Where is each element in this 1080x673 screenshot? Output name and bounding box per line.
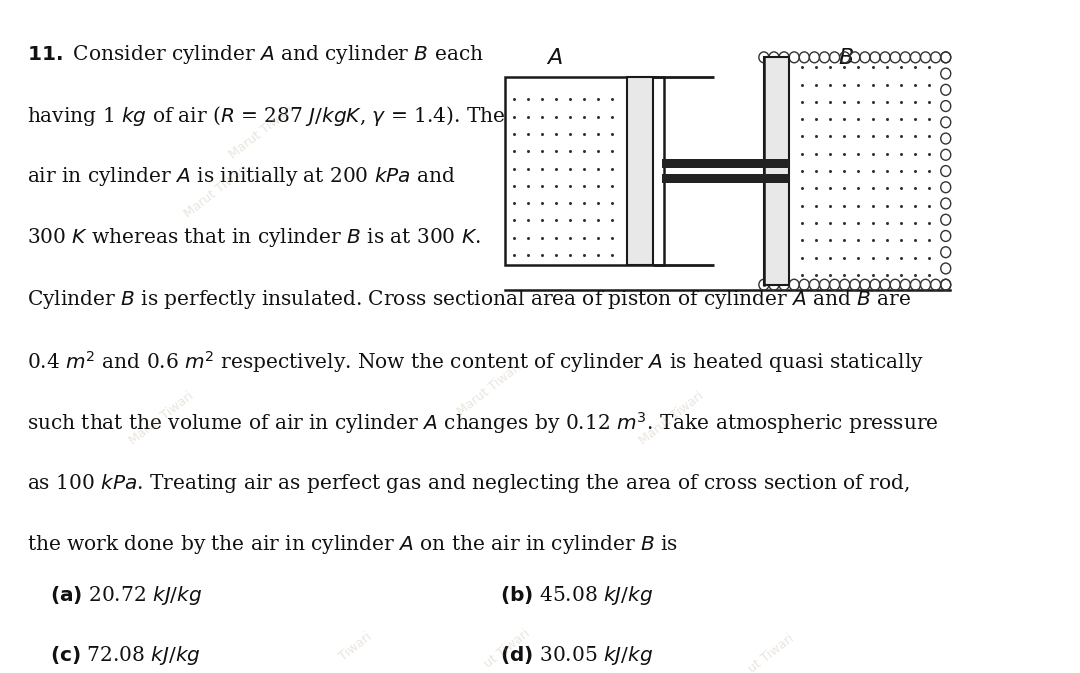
Bar	[662, 174, 789, 182]
Bar	[664, 174, 764, 182]
Text: Marut Tiwari: Marut Tiwari	[636, 390, 706, 448]
Text: 300 $\it{K}$ whereas that in cylinder $\it{B}$ is at 300 $\it{K}$.: 300 $\it{K}$ whereas that in cylinder $\…	[27, 226, 481, 250]
Text: Marut Tiwari: Marut Tiwari	[228, 103, 297, 161]
Text: ut Tiwari: ut Tiwari	[745, 631, 796, 673]
Bar	[504, 77, 664, 265]
Text: $\mathbf{(d)}$ 30.05 $\it{kJ/kg}$: $\mathbf{(d)}$ 30.05 $\it{kJ/kg}$	[500, 643, 653, 666]
Text: $\it{B}$: $\it{B}$	[838, 48, 853, 69]
Bar	[764, 57, 789, 285]
Text: Tiwari: Tiwari	[337, 630, 374, 664]
Bar	[662, 160, 789, 168]
Bar	[764, 57, 946, 285]
Text: ut Tiwari: ut Tiwari	[482, 627, 532, 670]
Text: the work done by the air in cylinder $\it{A}$ on the air in cylinder $\it{B}$ is: the work done by the air in cylinder $\i…	[27, 533, 678, 556]
Bar	[627, 77, 653, 265]
Text: as 100 $\it{kPa}$. Treating air as perfect gas and neglecting the area of cross : as 100 $\it{kPa}$. Treating air as perfe…	[27, 472, 909, 495]
Text: Marut Tiwari: Marut Tiwari	[181, 162, 252, 221]
Text: Marut Tiwari: Marut Tiwari	[455, 360, 524, 418]
Text: $\mathbf{(a)}$ 20.72 $\it{kJ/kg}$: $\mathbf{(a)}$ 20.72 $\it{kJ/kg}$	[50, 584, 202, 607]
Text: $\it{A}$: $\it{A}$	[546, 48, 563, 69]
Text: Marut Tiwari: Marut Tiwari	[127, 390, 197, 448]
Text: Cylinder $\it{B}$ is perfectly insulated. Cross sectional area of piston of cyli: Cylinder $\it{B}$ is perfectly insulated…	[27, 287, 912, 311]
Text: $\mathbf{(b)}$ 45.08 $\it{kJ/kg}$: $\mathbf{(b)}$ 45.08 $\it{kJ/kg}$	[500, 584, 653, 607]
Text: such that the volume of air in cylinder $\it{A}$ changes by 0.12 $\it{m}^3$. Tak: such that the volume of air in cylinder …	[27, 411, 939, 436]
Text: air in cylinder $\it{A}$ is initially at 200 $\it{kPa}$ and: air in cylinder $\it{A}$ is initially at…	[27, 165, 456, 188]
Text: 0.4 $\it{m}^2$ and 0.6 $\it{m}^2$ respectively. Now the content of cylinder $\it: 0.4 $\it{m}^2$ and 0.6 $\it{m}^2$ respec…	[27, 349, 924, 375]
Bar	[664, 160, 764, 168]
Text: having 1 $\it{kg}$ of air ($\it{R}$ = 287 $\it{J/kgK}$, $\it{\gamma}$ = 1.4). Th: having 1 $\it{kg}$ of air ($\it{R}$ = 28…	[27, 104, 505, 128]
Text: $\mathbf{(c)}$ 72.08 $\it{kJ/kg}$: $\mathbf{(c)}$ 72.08 $\it{kJ/kg}$	[50, 643, 201, 666]
Text: $\mathbf{11.}$ Consider cylinder $\it{A}$ and cylinder $\it{B}$ each: $\mathbf{11.}$ Consider cylinder $\it{A}…	[27, 42, 484, 65]
